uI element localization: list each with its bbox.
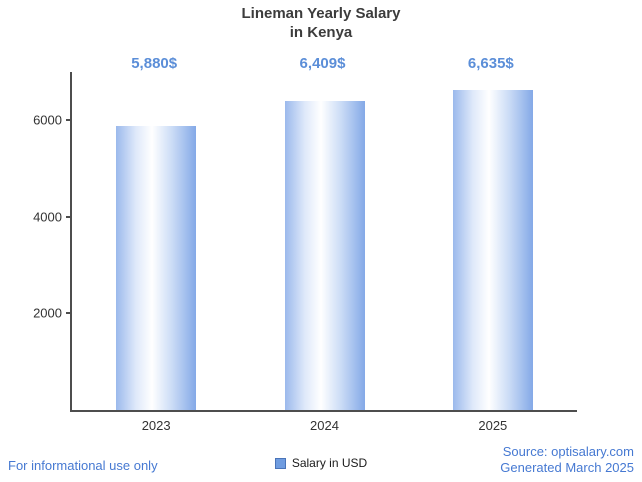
value-label-2024: 6,409$ [299,55,346,72]
value-label-2023: 5,880$ [131,55,178,72]
y-tick-mark [66,312,72,315]
x-tick-label-2024: 2024 [310,418,339,433]
plot-area: 2000 4000 6000 2023 2024 2025 [33,72,577,433]
bar-2024[interactable] [284,100,365,410]
chart-title-line1: Lineman Yearly Salary [241,5,401,22]
chart-title-line2: in Kenya [289,23,353,41]
y-tick-mark [66,215,72,218]
legend[interactable]: Salary in USD [0,456,642,470]
disclaimer-text: For informational use only [8,458,158,473]
source-block: Source: optisalary.com Generated March 2… [500,444,634,477]
value-labels-row: 5,880$ 6,409$ 6,635$ [0,55,642,75]
bar-2025[interactable] [452,89,533,410]
value-label-2025: 6,635$ [467,55,514,72]
generated-date: Generated March 2025 [500,459,634,475]
y-tick-label-6000: 6000 [33,112,62,128]
legend-label: Salary in USD [291,456,368,470]
source-link[interactable]: Source: optisalary.com [502,443,634,459]
x-tick-label-2023: 2023 [141,418,171,433]
y-tick-mark [66,119,72,122]
y-tick-label-2000: 2000 [33,305,62,321]
y-tick-label-4000: 4000 [33,209,62,225]
bar-2023[interactable] [116,126,197,410]
chart-title: Lineman Yearly Salary in Kenya [0,5,642,43]
x-tick-label-2025: 2025 [478,418,508,433]
legend-swatch-icon [274,457,286,469]
